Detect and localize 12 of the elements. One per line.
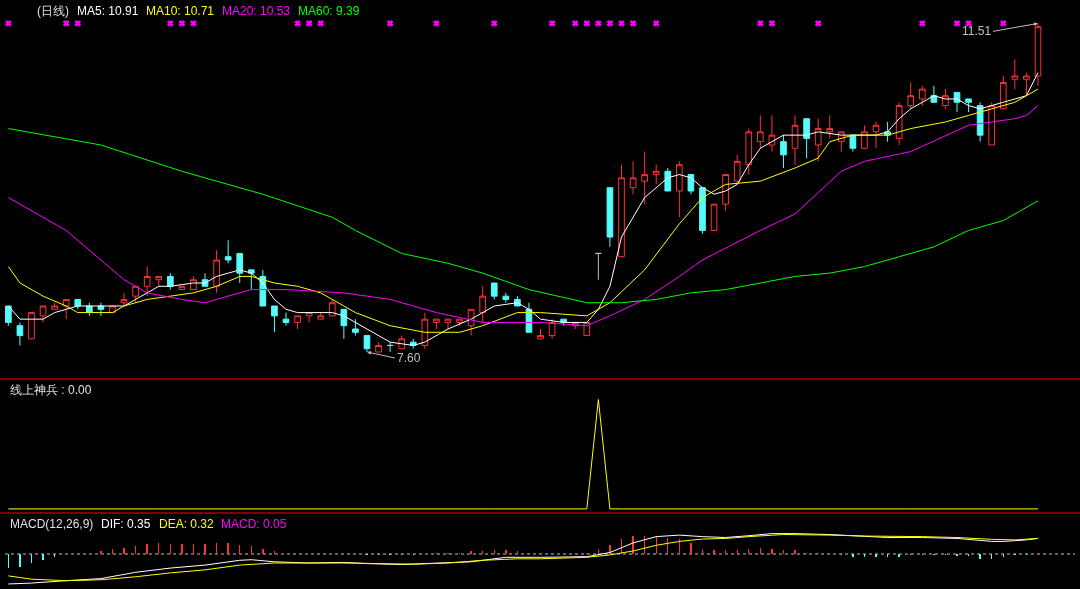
text: DIF: 0.35 xyxy=(101,517,151,531)
text: MA5: 10.91 xyxy=(77,4,139,18)
text: MACD: 0.05 xyxy=(221,517,287,531)
chart-title: 线上神兵 : 0.00 xyxy=(10,383,92,397)
annotation: 7.60 xyxy=(397,351,421,365)
text: DEA: 0.32 xyxy=(159,517,215,531)
annotation: 11.51 xyxy=(962,24,992,38)
chart-title: (日线) xyxy=(37,4,69,18)
text: MA10: 10.71 xyxy=(146,4,215,18)
text: MA60: 9.39 xyxy=(298,4,360,18)
text: MA20: 10.53 xyxy=(222,4,291,18)
chart-title: MACD(12,26,9) xyxy=(10,517,94,531)
